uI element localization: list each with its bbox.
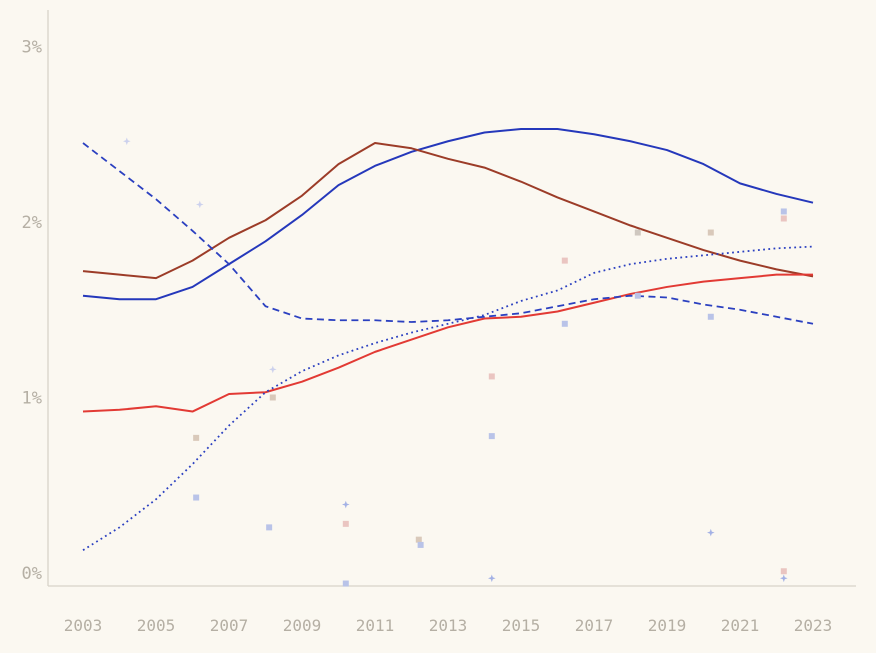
scatter-star-marker: [488, 574, 496, 583]
x-tick-label-2003: 2003: [64, 616, 103, 635]
x-tick-label-2017: 2017: [575, 616, 614, 635]
scatter-square-marker: [415, 536, 422, 543]
scatter-star-marker: [269, 365, 277, 374]
x-tick-label-2015: 2015: [502, 616, 541, 635]
x-tick-label-2021: 2021: [721, 616, 760, 635]
series-line-blue-dotted: [82, 245, 814, 551]
series-line-dark-red-solid: [82, 142, 814, 280]
scatter-star-marker: [707, 528, 715, 537]
scatter-square-marker: [561, 257, 568, 264]
x-tick-label-2007: 2007: [210, 616, 249, 635]
scatter-square-marker: [266, 524, 273, 531]
scatter-square-marker: [342, 580, 349, 587]
scatter-square-marker: [193, 494, 200, 501]
x-tick-label-2019: 2019: [648, 616, 687, 635]
scatter-square-marker: [707, 313, 714, 320]
scatter-square-marker: [707, 229, 714, 236]
x-tick-label-2023: 2023: [794, 616, 833, 635]
scatter-square-marker: [780, 208, 787, 215]
scatter-square-marker: [488, 373, 495, 380]
y-tick-label-0: 0%: [22, 564, 42, 584]
scatter-star-marker: [342, 500, 350, 509]
scatter-square-marker: [342, 520, 349, 527]
scatter-square-marker: [269, 394, 276, 401]
scatter-square-marker: [561, 320, 568, 327]
scatter-star-marker: [196, 200, 204, 209]
y-tick-label-1: 1%: [22, 389, 42, 409]
series-line-red-solid: [82, 273, 813, 413]
scatter-square-marker: [780, 568, 787, 575]
scatter-square-marker: [634, 229, 641, 236]
series-line-blue-dashed: [82, 142, 814, 325]
scatter-star-marker: [780, 574, 788, 583]
y-tick-label-2: 2%: [22, 213, 42, 233]
scatter-star-marker: [123, 137, 131, 146]
x-tick-label-2011: 2011: [356, 616, 395, 635]
scatter-square-marker: [634, 292, 641, 299]
x-tick-label-2005: 2005: [137, 616, 176, 635]
scatter-square-marker: [417, 541, 424, 548]
x-tick-label-2013: 2013: [429, 616, 468, 635]
y-tick-label-3: 3%: [22, 38, 42, 58]
scatter-square-marker: [488, 433, 495, 440]
series-line-blue-solid: [82, 127, 814, 301]
x-tick-label-2009: 2009: [283, 616, 322, 635]
scatter-square-marker: [193, 434, 200, 441]
scatter-square-marker: [780, 215, 787, 222]
